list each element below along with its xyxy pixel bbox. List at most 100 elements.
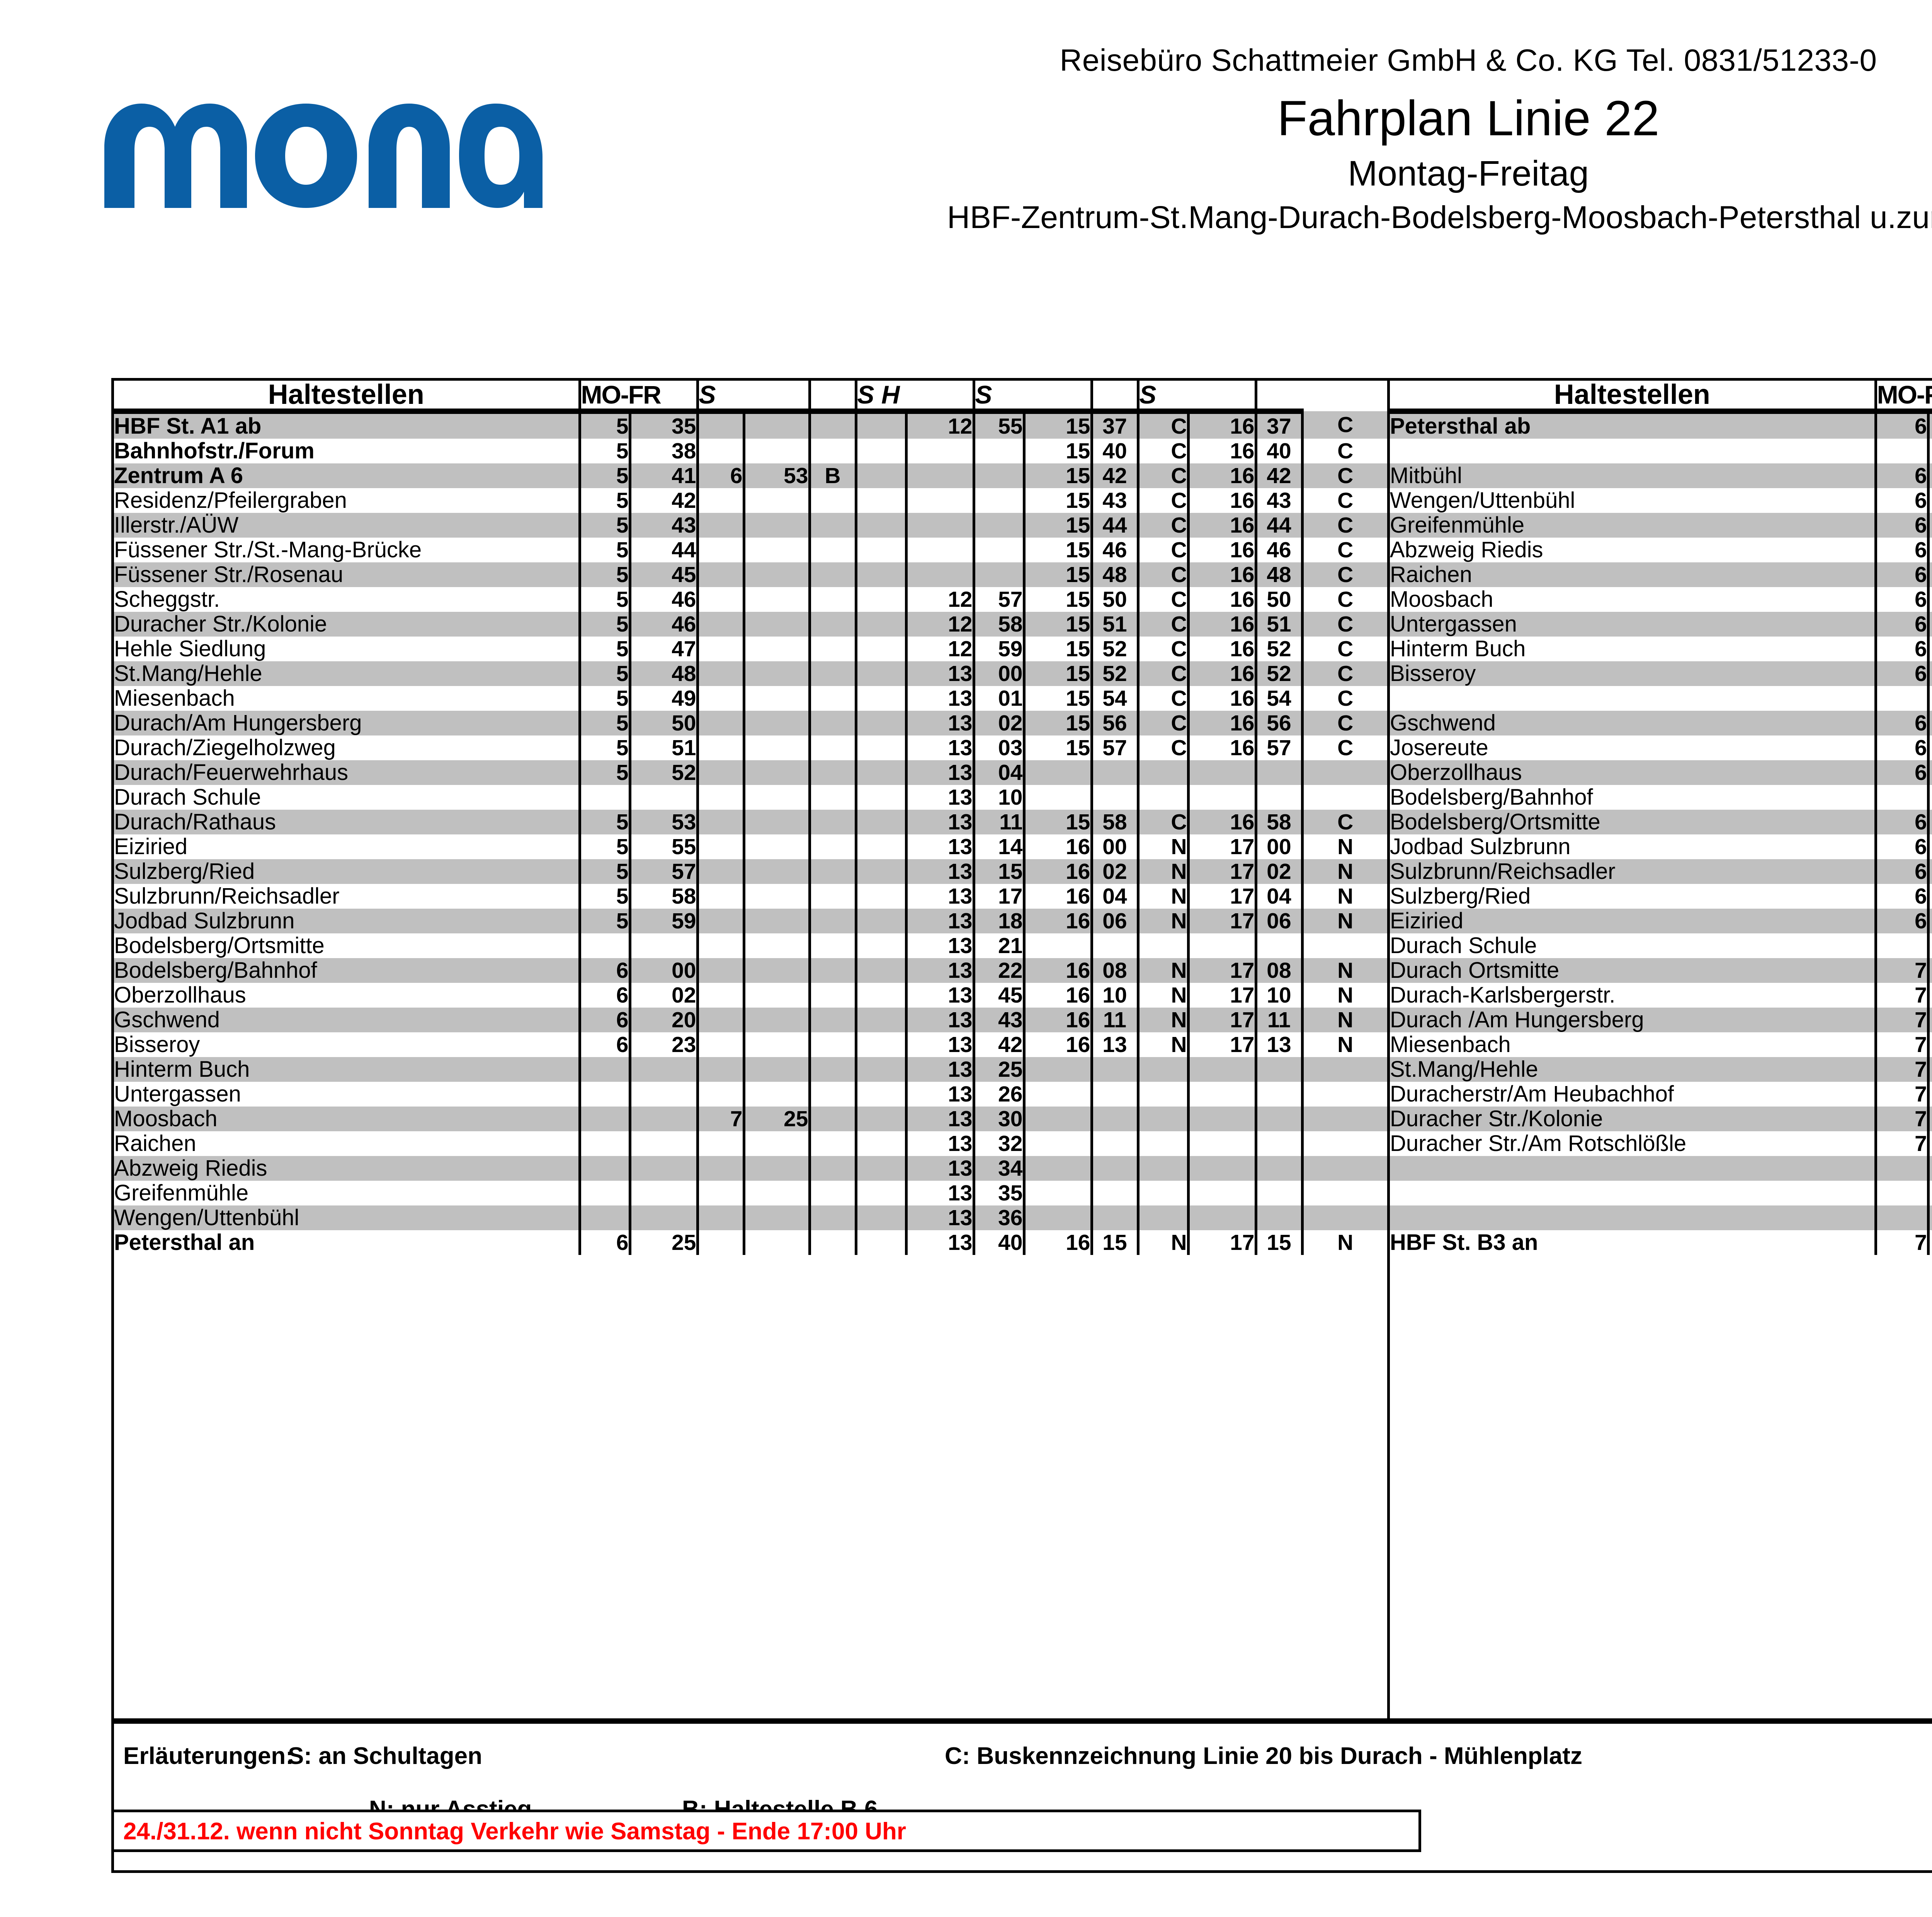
time-cell [808,1156,856,1181]
time-cell: 16 [1187,439,1256,463]
stop-name: Mitbühl [1390,463,1876,488]
time-cell: N [1136,884,1188,909]
time-cell: 13 [905,1032,974,1057]
time-cell: 58 [628,884,697,909]
time-cell [696,612,744,637]
time-cell [696,711,744,735]
time-cell [854,1032,906,1057]
time-cell [1254,1181,1302,1205]
time-cell: 21 [1927,711,1932,735]
return-table-wrapper: Haltestellen MO-FR S S S S Petersthal ab… [1390,381,1932,1721]
stop-name: Moosbach [1390,587,1876,612]
time-cell [1254,1205,1302,1230]
legend-label: Erläuterungen: [123,1743,294,1769]
time-cell: 52 [628,760,697,785]
time-cell: 50 [1254,587,1302,612]
time-cell [1301,760,1387,785]
time-cell: 13 [905,1156,974,1181]
table-row: Bahnhofstr./Forum 5 38 15 40 C 16 40 C [114,439,1387,463]
time-cell: 11 [1927,1131,1932,1156]
time-cell [696,562,744,587]
time-cell: 15 [1022,686,1092,711]
time-cell: 05 [1927,958,1932,983]
time-cell [742,711,810,735]
time-cell: 08 [1254,958,1302,983]
time-cell [742,411,810,439]
stop-name: Durach-Karlsbergerstr. [1390,983,1876,1008]
page-title: Fahrplan Linie 22 [1277,91,1660,146]
time-cell: 43 [1254,488,1302,513]
time-cell: 15 [1022,538,1092,562]
time-cell: 08 [1927,1032,1932,1057]
stop-name: Sulzbrunn/Reichsadler [1390,859,1876,884]
time-cell [972,513,1024,538]
stop-name: Sulzberg/Ried [1390,884,1876,909]
stop-name: Füssener Str./St.-Mang-Brücke [114,538,580,562]
table-row: Sulzbrunn/Reichsadler 5 58 13 17 16 04 N 17 04 N [114,884,1387,909]
time-cell: C [1136,513,1188,538]
table-row: Bodelsberg/Ortsmitte646735 [1390,810,1932,834]
table-row: Scheggstr. 5 46 12 57 15 50 C 16 50 C [114,587,1387,612]
table-row [1390,686,1932,711]
time-cell: C [1136,411,1188,439]
time-cell: 22 [1927,661,1932,686]
time-cell: C [1301,538,1387,562]
time-cell [1254,1057,1302,1082]
stop-name: Duracher Str./Kolonie [1390,1107,1876,1131]
time-cell: 13 [1090,1032,1138,1057]
time-cell: N [1301,1230,1387,1255]
time-cell [1136,1156,1188,1181]
time-cell [742,587,810,612]
stop-name: Greifenmühle [1390,513,1876,538]
time-cell: 13 [905,933,974,958]
document-header: Reisebüro Schattmeier GmbH & Co. KG Tel.… [618,43,1932,237]
time-cell: 18 [972,909,1024,933]
time-cell [742,810,810,834]
stop-name: Raichen [1390,562,1876,587]
table-row: Durach/Am Hungersberg 5 50 13 02 15 56 C 16 56 C [114,711,1387,735]
time-cell [854,1205,906,1230]
time-cell [854,859,906,884]
time-cell: 12 [905,637,974,661]
time-cell: 42 [1090,463,1138,488]
time-cell: 08 [1927,1057,1932,1082]
stop-name: Durach Schule [1390,933,1876,958]
time-cell: 7 [1874,983,1929,1008]
time-cell: B [808,463,856,488]
time-cell: 5 [578,411,630,439]
time-cell [1927,686,1932,711]
time-cell: 5 [578,538,630,562]
time-cell [1136,1082,1188,1107]
time-cell [1090,1131,1138,1156]
time-cell: 46 [628,612,697,637]
time-cell: 06 [1090,909,1138,933]
table-row: Bodelsberg/Bahnhof 6 00 13 22 16 08 N 17 08 N [114,958,1387,983]
table-row: Greifenmühle 13 35 [114,1181,1387,1205]
time-cell: 30 [972,1107,1024,1131]
holiday-notice: 24./31.12. wenn nicht Sonntag Verkehr wi… [111,1810,1421,1852]
time-cell: 44 [1254,513,1302,538]
time-cell: 55 [1927,909,1932,933]
time-cell [854,1107,906,1131]
time-cell: 47 [628,637,697,661]
time-cell: 43 [628,513,697,538]
time-cell [1254,1107,1302,1131]
time-cell [1874,933,1929,958]
time-cell: N [1136,909,1188,933]
timetable-tables: Haltestellen MO-FR S S H S S HBF St. A1 … [114,381,1932,1721]
time-cell [854,711,906,735]
time-cell: 15 [1022,439,1092,463]
time-cell: 58 [1090,810,1138,834]
time-cell: 37 [1254,411,1302,439]
time-cell: 10 [1927,1107,1932,1131]
time-cell: 15 [1022,612,1092,637]
stop-name: St.Mang/Hehle [114,661,580,686]
time-cell: 13 [1254,1032,1302,1057]
table-row: Abzweig Riedis 13 34 [114,1156,1387,1181]
stop-name: Petersthal ab [1390,411,1876,439]
time-cell [1187,1205,1256,1230]
time-cell [808,1181,856,1205]
time-cell: 25 [972,1057,1024,1082]
time-cell: 5 [578,735,630,760]
time-cell: 32 [972,1131,1024,1156]
